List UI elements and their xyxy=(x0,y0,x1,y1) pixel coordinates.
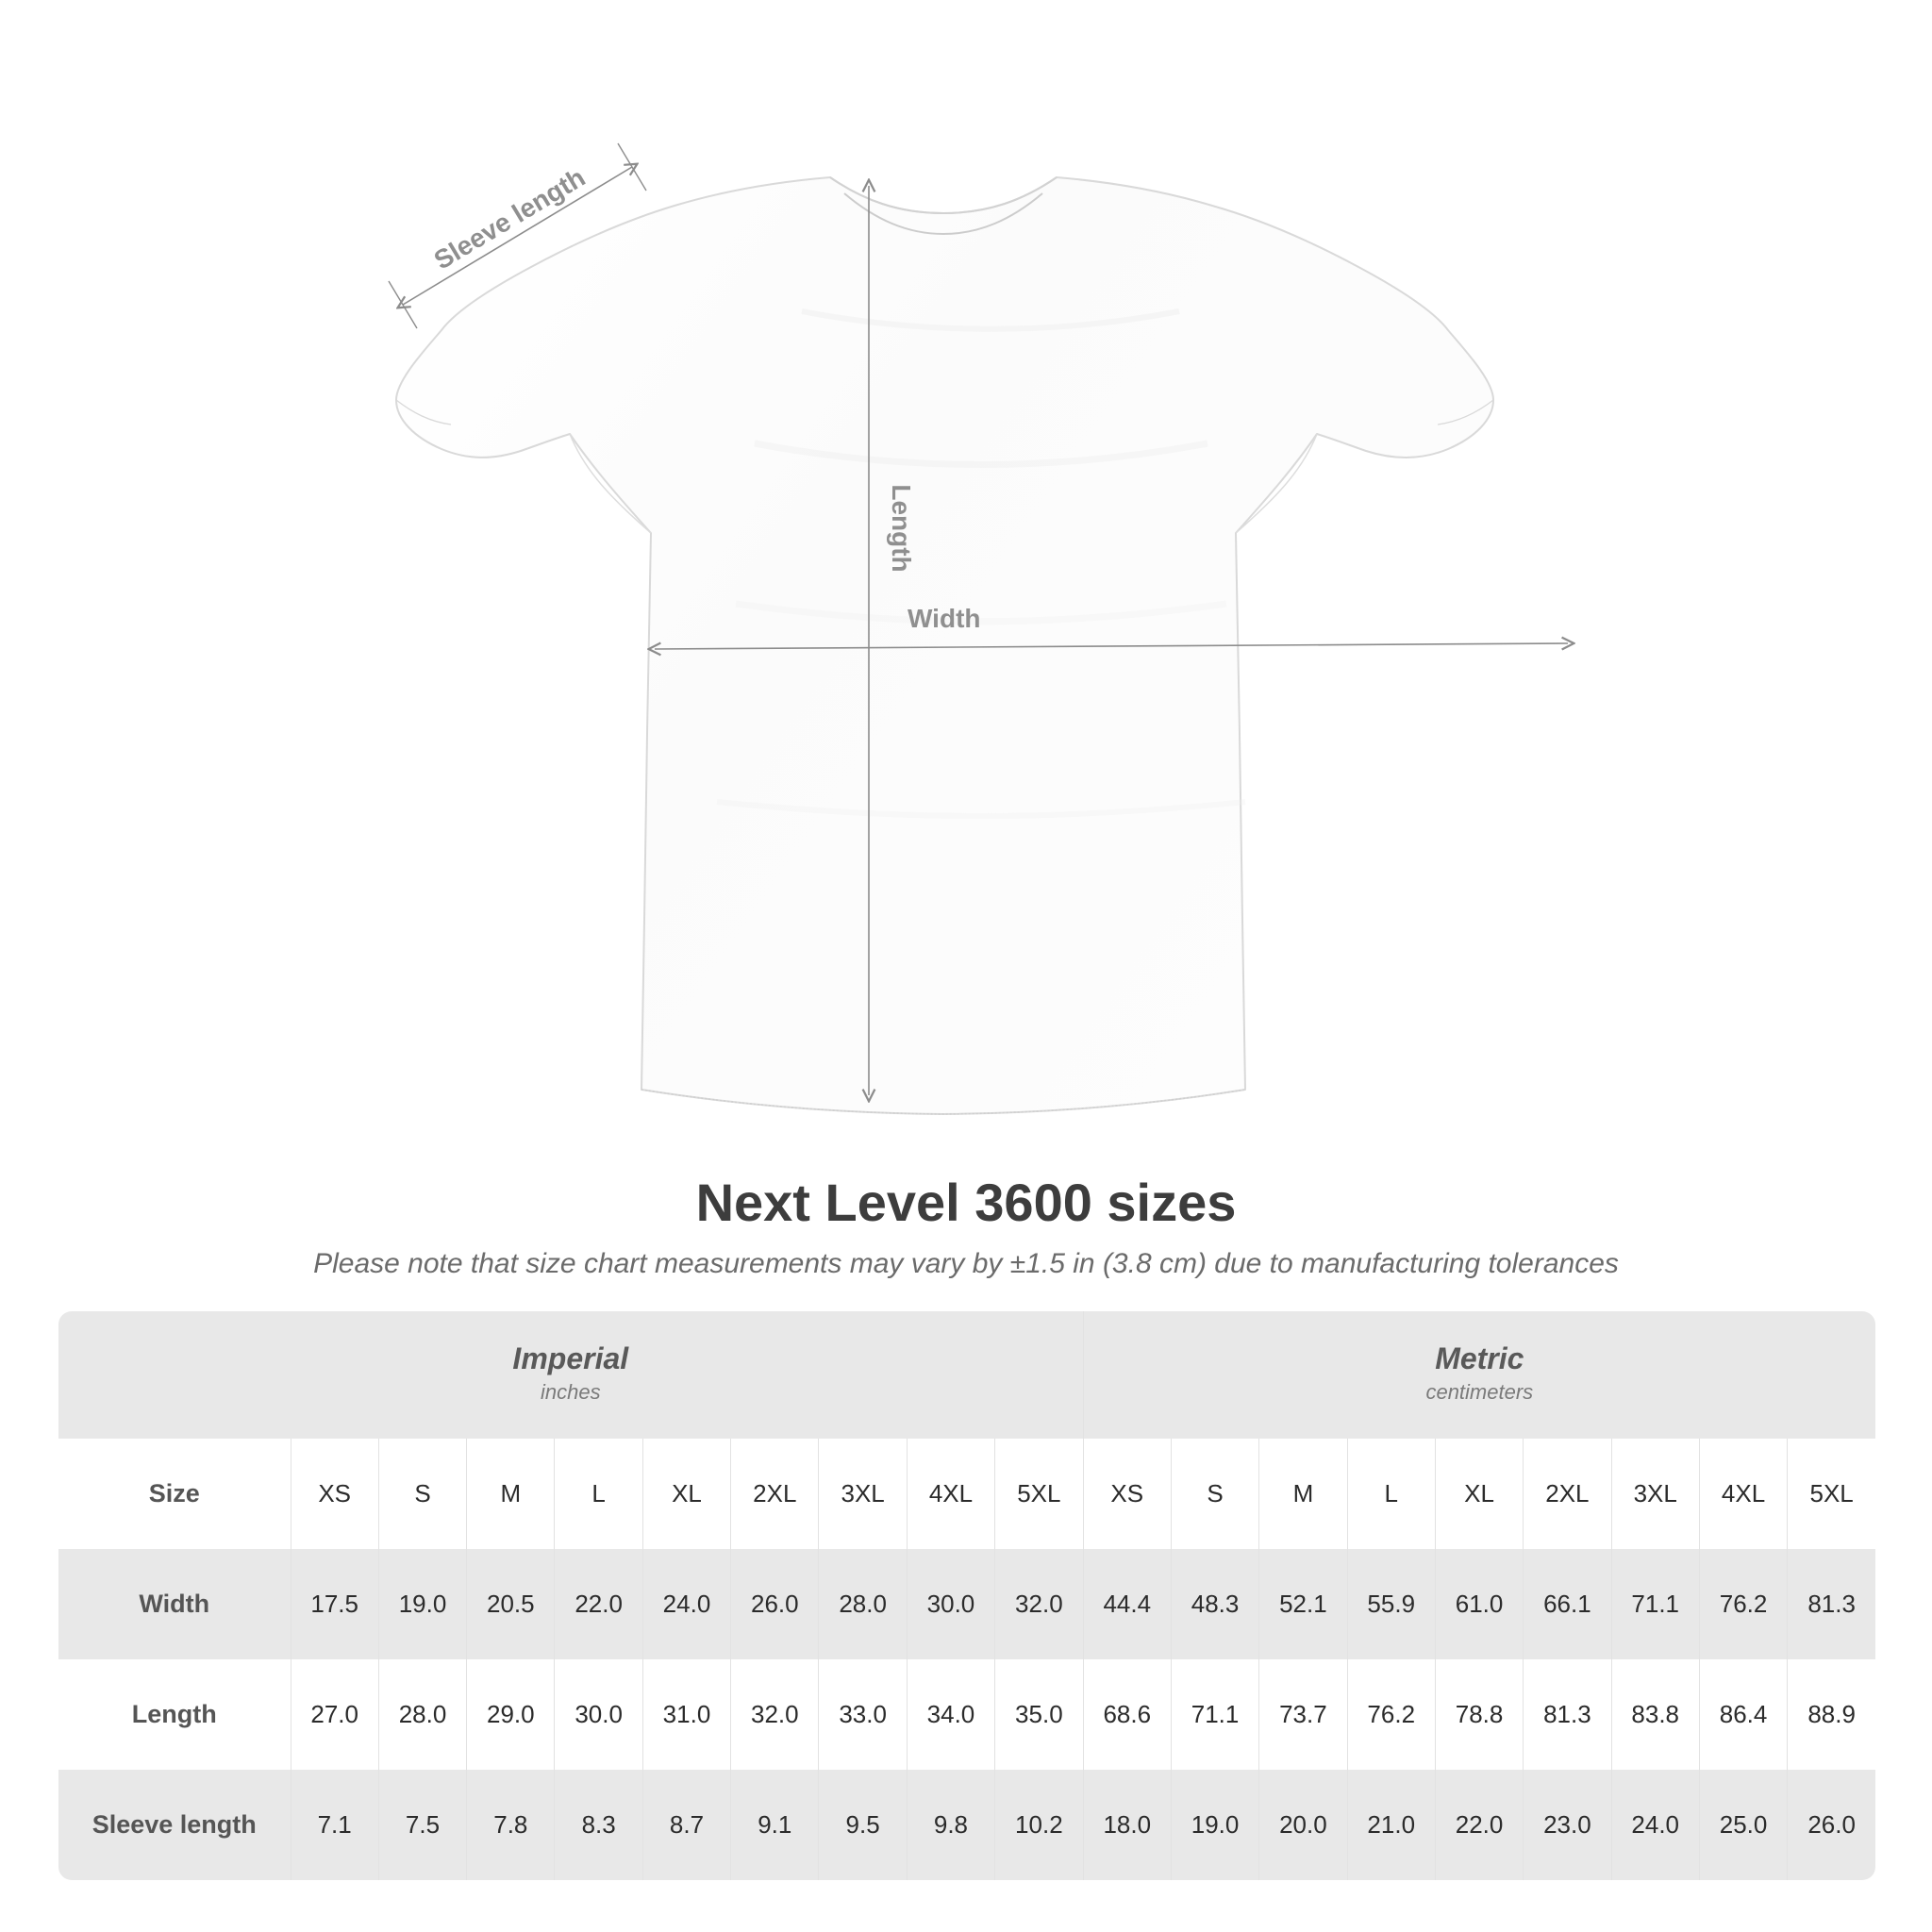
svg-text:Length: Length xyxy=(887,484,916,572)
svg-text:Sleeve length: Sleeve length xyxy=(429,162,591,275)
svg-text:Width: Width xyxy=(908,604,981,633)
